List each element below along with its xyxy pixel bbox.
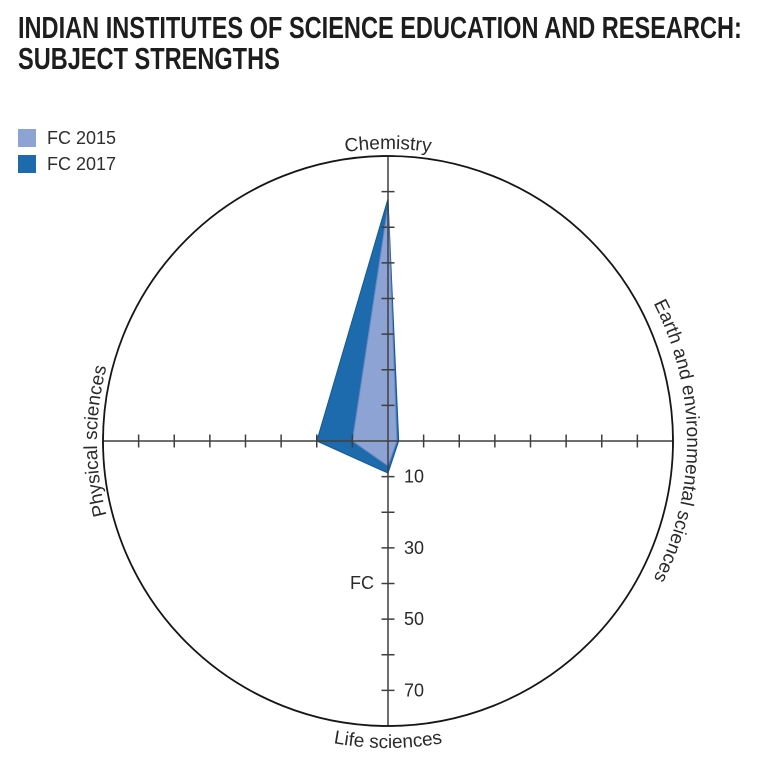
legend-label-fc2015: FC 2015 [47,128,117,148]
legend-item-fc2017: FC 2017 [18,155,116,173]
chart-legend: FC 2015 FC 2017 [18,129,116,181]
radial-tick-label-10: 10 [404,467,424,487]
legend-label-fc2017: FC 2017 [47,154,117,174]
legend-swatch-fc2017-icon [18,155,36,173]
category-label-life-sciences: Life sciences [333,727,444,753]
legend-swatch-fc2015-icon [18,129,36,147]
page-title: INDIAN INSTITUTES OF SCIENCE EDUCATION A… [18,12,742,74]
radar-outer-circle [102,155,674,727]
title-line-2: SUBJECT STRENGTHS [18,41,280,76]
radial-tick-labels: 10 30 50 70 [404,467,424,701]
radial-tick-label-70: 70 [404,680,424,700]
legend-item-fc2015: FC 2015 [18,129,116,147]
radar-axes [102,155,674,727]
category-label-chemistry: Chemistry [343,133,433,157]
title-line-1: INDIAN INSTITUTES OF SCIENCE EDUCATION A… [18,10,742,45]
radial-tick-label-30: 30 [404,538,424,558]
radial-axis-title: FC [350,573,374,593]
radial-tick-label-50: 50 [404,609,424,629]
